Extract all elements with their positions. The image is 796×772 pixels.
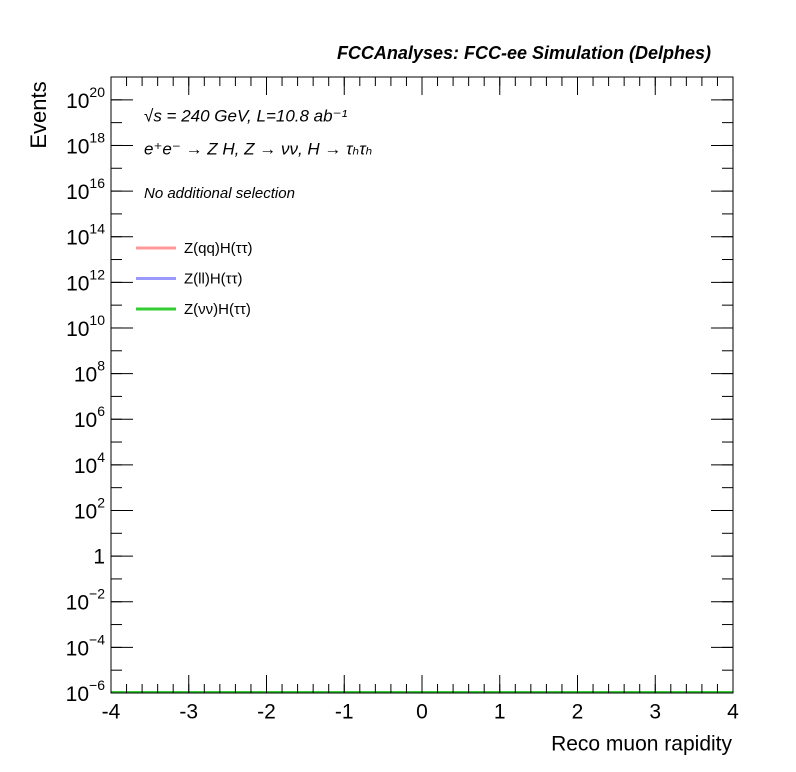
y-tick-label: 1010: [66, 312, 105, 341]
x-axis-label: Reco muon rapidity: [551, 733, 732, 756]
annotation: No additional selection: [144, 185, 295, 202]
x-tick-label: -1: [335, 701, 354, 724]
chart-title: FCCAnalyses: FCC-ee Simulation (Delphes): [337, 43, 711, 63]
y-tick-label: 10−6: [66, 677, 106, 706]
y-tick-label: 104: [74, 449, 105, 478]
legend-label: Z(νν)H(ττ): [184, 301, 251, 318]
y-axis-label: Events: [26, 81, 51, 148]
x-tick-label: -2: [257, 701, 276, 724]
y-tick-label: 1020: [66, 84, 105, 113]
annotation: e⁺e⁻ → Z H, Z → νν, H → τₕτₕ: [144, 139, 372, 158]
legend-label: Z(ll)H(ττ): [184, 270, 243, 287]
x-tick-label: 0: [416, 701, 428, 724]
x-tick-label: 4: [727, 701, 739, 724]
y-tick-label: 1016: [66, 175, 105, 204]
x-tick-label: -3: [179, 701, 198, 724]
y-tick-label: 108: [74, 357, 105, 386]
annotation: √s = 240 GeV, L=10.8 ab⁻¹: [144, 106, 348, 125]
x-tick-label: 2: [572, 701, 584, 724]
y-tick-label: 1012: [66, 266, 105, 295]
y-tick-label: 10−4: [66, 631, 106, 660]
x-tick-label: -4: [102, 701, 121, 724]
y-tick-label: 1014: [66, 220, 105, 249]
y-tick-label: 1018: [66, 129, 105, 158]
y-tick-label: 106: [74, 403, 105, 432]
y-tick-label: 102: [74, 494, 105, 523]
y-tick-label: 1: [93, 546, 105, 569]
y-tick-label: 10−2: [66, 585, 106, 614]
x-tick-label: 3: [649, 701, 661, 724]
x-tick-label: 1: [494, 701, 506, 724]
legend-label: Z(qq)H(ττ): [184, 240, 253, 257]
